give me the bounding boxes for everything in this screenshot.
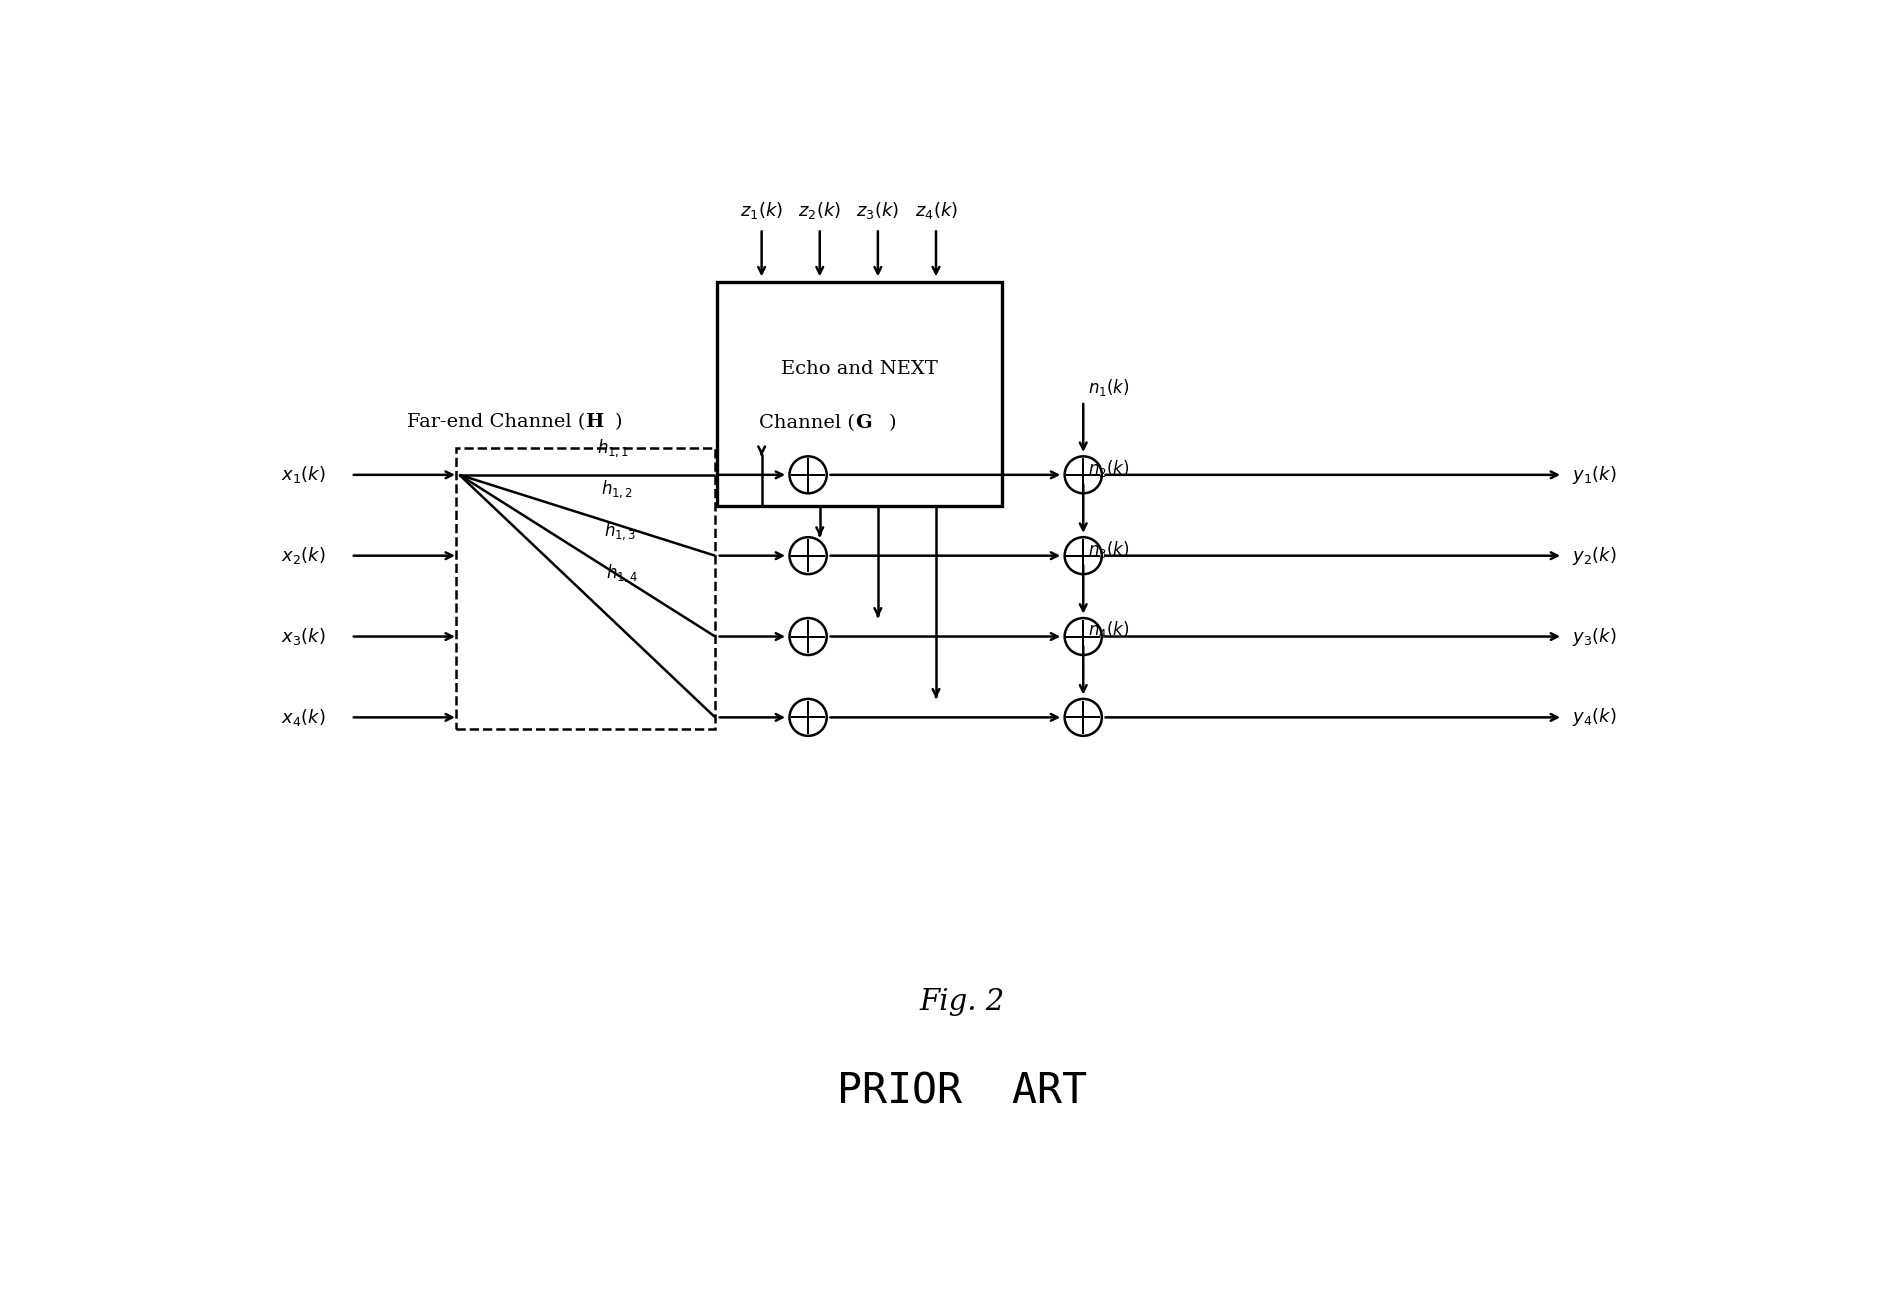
Text: Fig. 2: Fig. 2	[920, 987, 1004, 1016]
Text: ): )	[888, 414, 895, 432]
Text: $x_2(k)$: $x_2(k)$	[282, 545, 327, 567]
Text: $n_3(k)$: $n_3(k)$	[1089, 538, 1130, 559]
Text: PRIOR  ART: PRIOR ART	[837, 1070, 1087, 1113]
Text: $z_3(k)$: $z_3(k)$	[856, 199, 899, 221]
Text: $y_3(k)$: $y_3(k)$	[1571, 625, 1616, 647]
Text: H: H	[586, 413, 604, 431]
Text: ): )	[616, 413, 623, 431]
Text: $h_{1,2}$: $h_{1,2}$	[601, 477, 633, 499]
Text: $y_2(k)$: $y_2(k)$	[1571, 545, 1616, 567]
Text: $n_1(k)$: $n_1(k)$	[1089, 377, 1130, 397]
Text: $x_1(k)$: $x_1(k)$	[282, 465, 327, 485]
Text: $z_4(k)$: $z_4(k)$	[914, 199, 957, 221]
Text: $y_4(k)$: $y_4(k)$	[1571, 707, 1616, 729]
Text: $n_2(k)$: $n_2(k)$	[1089, 458, 1130, 479]
Text: G: G	[856, 414, 873, 432]
Text: $n_4(k)$: $n_4(k)$	[1089, 620, 1130, 641]
Text: $h_{1,3}$: $h_{1,3}$	[604, 520, 636, 542]
Bar	[456, 448, 715, 729]
Text: $h_{1,1}$: $h_{1,1}$	[597, 437, 629, 458]
Text: $x_4(k)$: $x_4(k)$	[282, 707, 327, 729]
Text: $x_3(k)$: $x_3(k)$	[282, 626, 327, 647]
Text: Echo and NEXT: Echo and NEXT	[781, 360, 938, 378]
Bar	[717, 282, 1002, 506]
Text: Far-end Channel (: Far-end Channel (	[407, 413, 586, 431]
Text: Channel (: Channel (	[760, 414, 856, 432]
Text: $z_2(k)$: $z_2(k)$	[798, 199, 841, 221]
Text: $y_1(k)$: $y_1(k)$	[1571, 463, 1616, 485]
Text: $z_1(k)$: $z_1(k)$	[740, 199, 783, 221]
Text: $h_{1,4}$: $h_{1,4}$	[606, 562, 638, 584]
